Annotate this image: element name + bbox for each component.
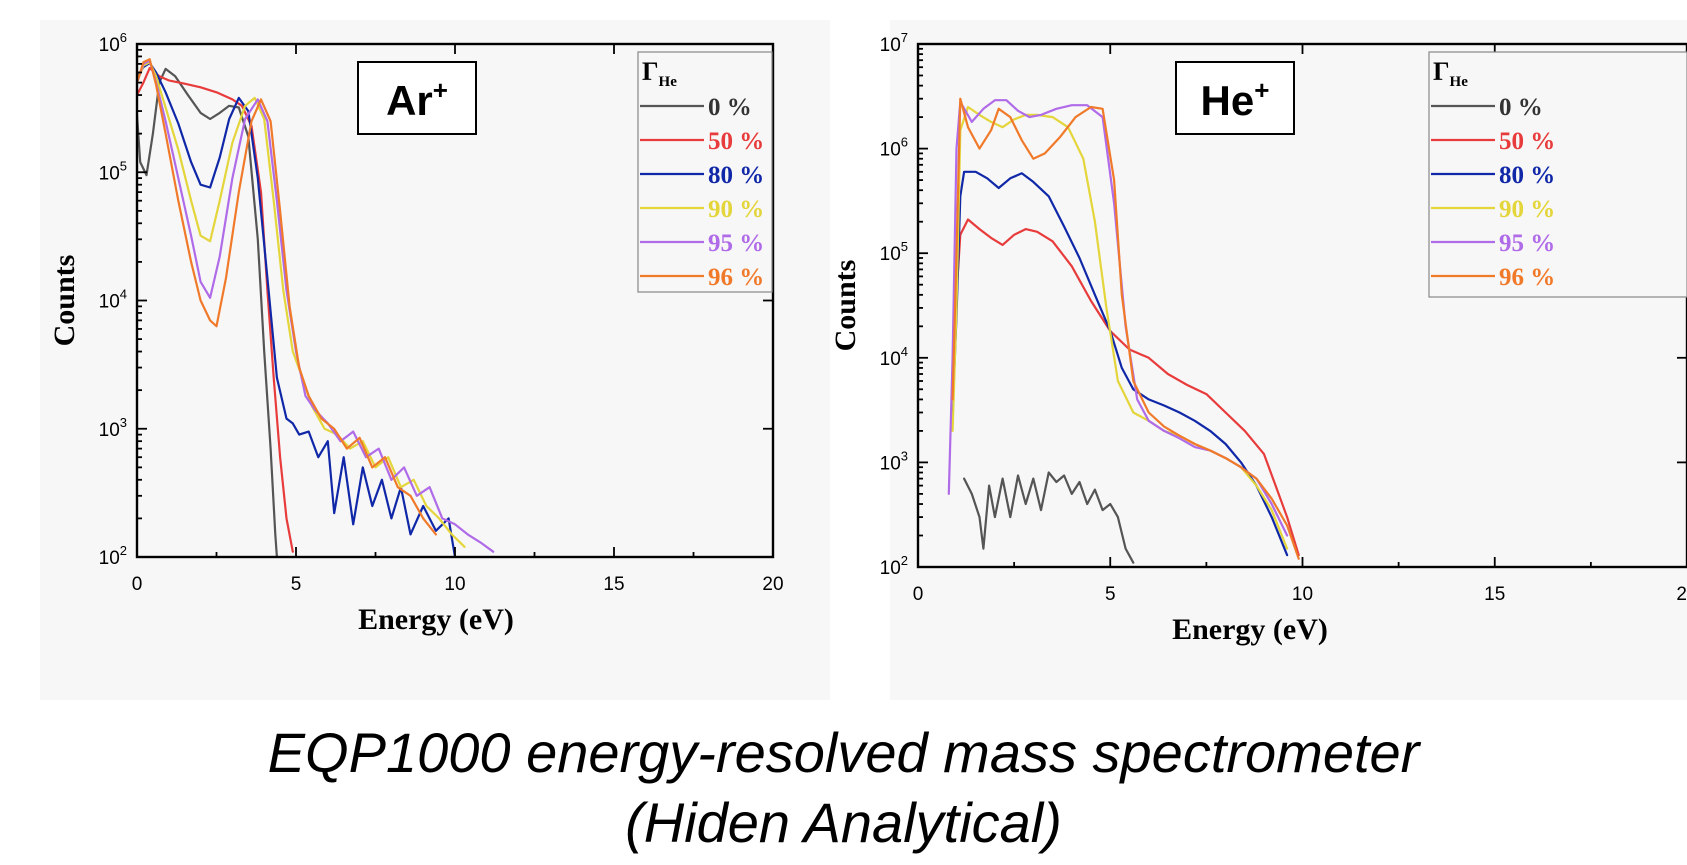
ar-y-tick-label: 102 xyxy=(99,543,127,569)
he-x-tick-label: 20 xyxy=(1676,584,1687,605)
ar-y-axis-title: Counts xyxy=(48,255,81,347)
ar-y-tick-label: 105 xyxy=(99,158,127,184)
he-x-tick-label: 5 xyxy=(1105,584,1116,605)
he-legend-title: ΓHe xyxy=(1433,57,1468,90)
ar-legend-label: 50 % xyxy=(708,128,764,155)
he-y-tick-label: 104 xyxy=(880,344,908,370)
he-y-tick-label: 105 xyxy=(880,239,908,265)
he-series-line-2 xyxy=(951,170,1289,557)
caption: EQP1000 energy-resolved mass spectromete… xyxy=(0,718,1687,858)
he-legend-label: 95 % xyxy=(1499,230,1555,257)
he-chart: 0 5 10 15 20 102 103 104 105 106 107 Energy (eV) Cou… xyxy=(829,30,1687,646)
he-y-tick-label: 103 xyxy=(880,448,908,474)
ar-x-tick-label: 10 xyxy=(444,574,465,595)
ar-legend-label: 90 % xyxy=(708,196,764,223)
ar-series-line-3 xyxy=(137,61,466,548)
he-legend-label: 90 % xyxy=(1499,196,1555,223)
he-series-line-1 xyxy=(951,218,1300,557)
ar-chart: 0 5 10 15 20 102 103 104 105 106 Energy (eV) Counts… xyxy=(48,30,784,636)
caption-line-2: (Hiden Analytical) xyxy=(625,791,1062,854)
he-y-tick-label: 102 xyxy=(880,553,908,579)
ar-series-line-5 xyxy=(137,58,437,536)
ar-legend-label: 0 % xyxy=(708,94,752,121)
ar-legend: ΓHe 0 % 50 % 80 % 90 % 95 % 96 % xyxy=(637,51,773,293)
ar-x-tick-label: 15 xyxy=(603,574,624,595)
ar-x-tick-label: 0 xyxy=(132,574,143,595)
he-legend: ΓHe 0 % 50 % 80 % 90 % 95 % 96 % xyxy=(1428,51,1687,298)
ar-x-tick-label: 20 xyxy=(762,574,783,595)
he-legend-label: 96 % xyxy=(1499,264,1555,291)
he-series-group xyxy=(947,97,1300,564)
he-legend-label: 0 % xyxy=(1499,94,1543,121)
ar-x-axis-title: Energy (eV) xyxy=(358,603,514,636)
he-legend-label: 50 % xyxy=(1499,128,1555,155)
he-y-axis-title: Counts xyxy=(829,260,862,352)
he-legend-label: 80 % xyxy=(1499,162,1555,189)
ar-x-tick-label: 5 xyxy=(291,574,302,595)
he-series-line-0 xyxy=(963,471,1135,564)
ar-y-tick-label: 104 xyxy=(99,287,127,313)
caption-line-1: EQP1000 energy-resolved mass spectromete… xyxy=(267,721,1420,784)
ar-y-tick-label: 106 xyxy=(99,30,127,56)
he-ion-label: He+ xyxy=(1201,75,1270,124)
he-x-tick-label: 10 xyxy=(1292,584,1313,605)
ar-legend-label: 96 % xyxy=(708,264,764,291)
ar-series-group xyxy=(137,58,495,557)
ar-series-line-2 xyxy=(137,62,457,557)
he-x-tick-label: 0 xyxy=(913,584,924,605)
ar-legend-label: 80 % xyxy=(708,162,764,189)
ar-ion-box xyxy=(357,61,477,135)
ar-legend-title: ΓHe xyxy=(642,57,677,90)
he-x-axis-title: Energy (eV) xyxy=(1172,613,1328,646)
ar-ion-label: Ar+ xyxy=(386,75,448,124)
he-ion-box xyxy=(1175,61,1295,135)
he-x-tick-label: 15 xyxy=(1484,584,1505,605)
ar-series-line-0 xyxy=(137,67,278,557)
ar-legend-label: 95 % xyxy=(708,230,764,257)
he-y-tick-label: 107 xyxy=(880,30,908,56)
ar-legend-box xyxy=(637,51,773,293)
ar-y-tick-label: 103 xyxy=(99,415,127,441)
he-y-tick-label: 106 xyxy=(880,135,908,161)
he-series-line-5 xyxy=(951,97,1300,560)
